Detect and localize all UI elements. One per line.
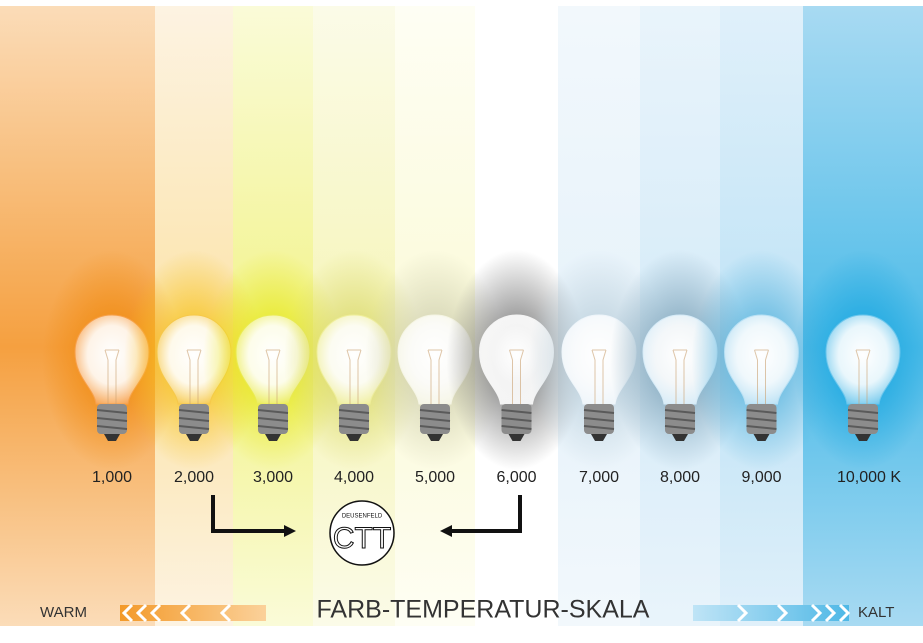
logo-text: CTT bbox=[333, 522, 391, 555]
logo-brand: DEUSENFELD bbox=[342, 514, 383, 520]
logo: DEUSENFELD CTT bbox=[330, 501, 394, 565]
color-temperature-scale: 1,000 2,000 3,000 4,000 5,000 6,000 7,000 8,000… bbox=[0, 0, 923, 638]
kelvin-label: 2,000 bbox=[174, 469, 214, 486]
kelvin-label: 4,000 bbox=[334, 469, 374, 486]
cold-bar bbox=[693, 605, 849, 621]
warm-chevrons bbox=[120, 605, 266, 621]
title: FARB-TEMPERATUR-SKALA bbox=[317, 596, 650, 624]
kelvin-label: 3,000 bbox=[253, 469, 293, 486]
kelvin-label: 10,000 K bbox=[837, 469, 901, 486]
bulbs: 1,000 2,000 3,000 4,000 5,000 6,000 7,000 8,000… bbox=[42, 250, 923, 486]
kelvin-label: 8,000 bbox=[660, 469, 700, 486]
kelvin-label: 1,000 bbox=[92, 469, 132, 486]
kelvin-label: 9,000 bbox=[741, 469, 781, 486]
kelvin-label: 7,000 bbox=[579, 469, 619, 486]
kelvin-label: 6,000 bbox=[496, 469, 536, 486]
cold-label: KALT bbox=[858, 604, 894, 621]
cold-chevrons bbox=[693, 605, 849, 621]
kelvin-label: 5,000 bbox=[415, 469, 455, 486]
warm-label: WARM bbox=[40, 604, 87, 621]
